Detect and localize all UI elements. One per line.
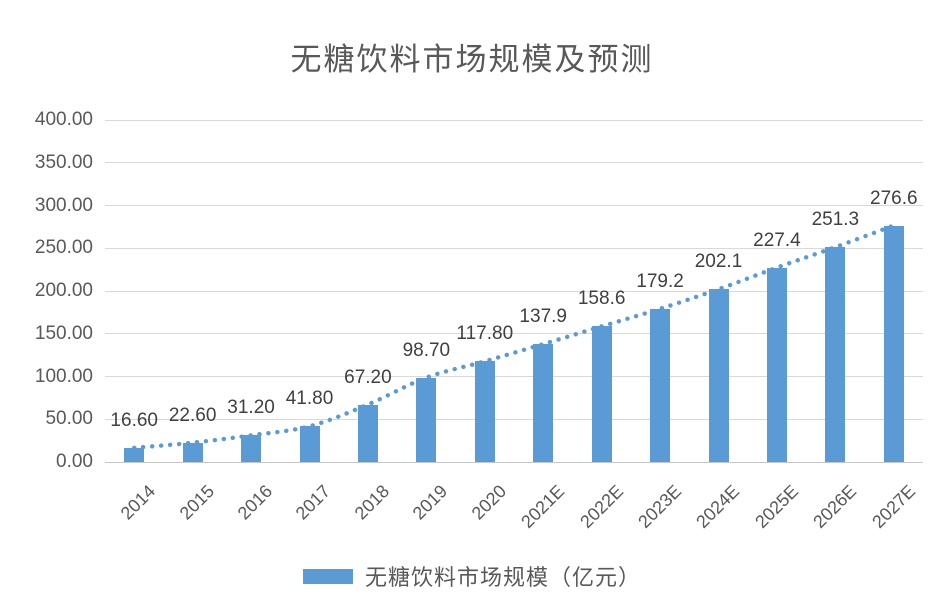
- data-label-2025E: 227.4: [753, 229, 801, 251]
- x-tick-label-2021E: 2021E: [517, 481, 569, 532]
- x-tick-label-2027E: 2027E: [867, 481, 919, 532]
- y-tick-label: 300.00: [34, 194, 93, 216]
- data-label-2017: 41.80: [285, 388, 334, 410]
- x-tick-label-2016: 2016: [233, 481, 277, 524]
- gridline: [105, 376, 923, 377]
- chart-title: 无糖饮料市场规模及预测: [290, 42, 654, 77]
- bar-2020: [474, 361, 495, 462]
- y-tick-label: 100.00: [34, 365, 93, 387]
- bar-2014: [124, 447, 145, 462]
- data-label-2015: 22.60: [168, 404, 217, 426]
- bar-2016: [241, 435, 262, 462]
- x-tick-label-2025E: 2025E: [751, 481, 803, 532]
- y-tick-label: 50.00: [45, 408, 93, 430]
- data-label-2027E: 276.6: [870, 187, 918, 209]
- x-tick-label-2019: 2019: [409, 481, 452, 524]
- legend-series-label: 无糖饮料市场规模（亿元）: [364, 565, 641, 590]
- legend: 无糖饮料市场规模（亿元）: [0, 560, 944, 592]
- x-tick-label-2017: 2017: [292, 481, 335, 524]
- gridline: [105, 119, 923, 121]
- x-tick-label-2023E: 2023E: [634, 481, 686, 532]
- y-tick-label: 350.00: [34, 151, 93, 173]
- data-label-2016: 31.20: [227, 397, 275, 419]
- data-label-2019: 98.70: [402, 339, 451, 361]
- bar-2024E: [708, 289, 729, 462]
- data-label-2014: 16.60: [110, 409, 158, 431]
- x-tick-label-2014: 2014: [116, 481, 160, 524]
- x-tick-label-2026E: 2026E: [809, 481, 861, 532]
- y-tick-label: 150.00: [34, 322, 93, 344]
- data-label-2024E: 202.1: [694, 251, 743, 273]
- gridline: [105, 290, 923, 292]
- data-label-2022E: 158.6: [577, 288, 626, 310]
- y-tick-label: 400.00: [34, 109, 93, 130]
- bar-2021E: [533, 344, 554, 462]
- bar-2018: [357, 404, 378, 462]
- y-tick-label: 0.00: [56, 451, 93, 472]
- data-label-2026E: 251.3: [811, 209, 860, 231]
- x-tick-label-2018: 2018: [350, 481, 394, 524]
- x-axis-line: [105, 461, 923, 463]
- gridline: [105, 205, 923, 206]
- y-tick-label: 200.00: [34, 280, 93, 301]
- bar-2023E: [650, 308, 671, 462]
- x-tick-label-2015: 2015: [175, 481, 218, 524]
- gridline: [105, 333, 923, 335]
- bar-2026E: [825, 247, 846, 462]
- data-label-2021E: 137.9: [519, 306, 567, 328]
- bar-2022E: [591, 326, 612, 462]
- x-tick-label-2022E: 2022E: [575, 481, 627, 532]
- gridline: [105, 162, 923, 164]
- data-label-2018: 67.20: [344, 366, 392, 388]
- x-tick-label-2020: 2020: [467, 481, 510, 524]
- data-label-2023E: 179.2: [636, 270, 684, 292]
- y-tick-label: 250.00: [34, 237, 93, 259]
- legend-swatch-icon: [302, 568, 353, 584]
- data-label-2020: 117.80: [456, 323, 514, 345]
- bar-2027E: [883, 225, 904, 462]
- bar-2019: [416, 377, 437, 462]
- bar-2025E: [766, 267, 787, 462]
- bar-2017: [299, 426, 320, 462]
- bar-2015: [182, 442, 203, 462]
- x-tick-label-2024E: 2024E: [692, 481, 744, 532]
